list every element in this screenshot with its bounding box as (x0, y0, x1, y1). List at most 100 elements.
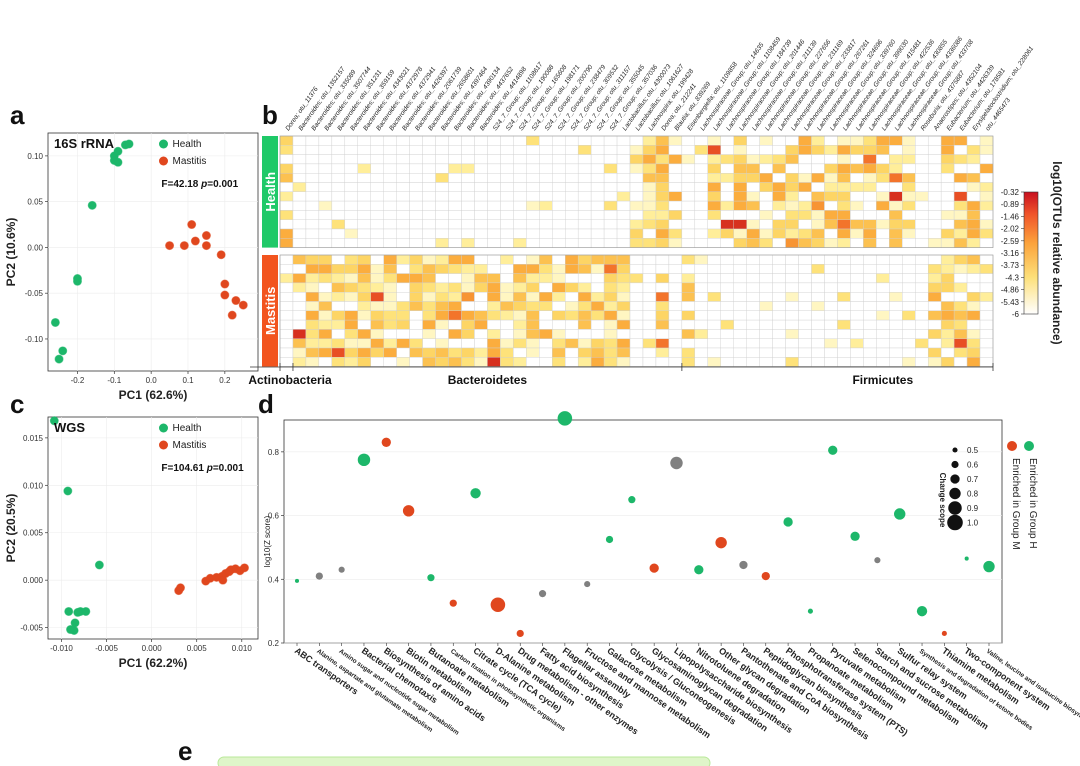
heatmap-cell (940, 264, 955, 274)
pathway-bubble (783, 517, 793, 527)
heatmap-cell (331, 238, 346, 248)
heatmap-cell (448, 347, 462, 358)
legend-label-mastitis: Mastitis (173, 156, 207, 167)
heatmap-cell (344, 163, 358, 174)
heatmap-cell (526, 310, 540, 321)
heatmap-cell (772, 238, 786, 248)
data-point-mastitis (231, 296, 241, 306)
heatmap-cell (500, 254, 514, 265)
heatmap-cell (435, 228, 449, 239)
heatmap-cell (590, 329, 605, 339)
heatmap-cell (966, 182, 981, 193)
heatmap-cell (759, 154, 773, 165)
heatmap-cell (837, 154, 851, 165)
heatmap-cell (915, 357, 929, 367)
heatmap-cell (733, 163, 747, 174)
heatmap-cell (940, 292, 955, 302)
heatmap-cell (940, 154, 955, 165)
heatmap-cell (915, 273, 929, 284)
heatmap-cell (461, 145, 475, 155)
heatmap-cell (824, 254, 838, 265)
group-label-health: Health (263, 172, 278, 212)
heatmap-cell (292, 238, 307, 248)
heatmap-cell (603, 145, 618, 155)
heatmap-cell (383, 238, 397, 248)
heatmap-cell (902, 264, 916, 274)
heatmap-cell (746, 182, 760, 193)
pathway-bubble (628, 496, 636, 504)
heatmap-cell (629, 357, 644, 367)
heatmap-cell (707, 145, 721, 155)
heatmap-cell (539, 219, 553, 230)
x-tick-label: 0.1 (182, 376, 194, 385)
heatmap-cell (837, 347, 851, 358)
heatmap-cell (694, 172, 709, 183)
heatmap-cell (422, 264, 436, 274)
heatmap-cell (513, 357, 527, 367)
heatmap-cell (331, 163, 346, 174)
heatmap-cell (759, 238, 773, 248)
heatmap-cell (642, 238, 657, 248)
heatmap-cell (798, 210, 812, 220)
heatmap-cell (681, 210, 696, 220)
heatmap-cell (344, 191, 358, 202)
legend-marker-mastitis (159, 156, 168, 166)
heatmap-cell (707, 163, 721, 174)
heatmap-cell (824, 301, 838, 312)
heatmap-cell (552, 172, 566, 183)
heatmap-cell (759, 145, 773, 155)
heatmap-cell (681, 301, 696, 312)
heatmap-cell (681, 191, 696, 202)
heatmap-cell (409, 219, 423, 230)
heatmap-cell (876, 228, 890, 239)
heatmap-cell (668, 172, 683, 183)
heatmap-cell (681, 154, 696, 165)
heatmap-cell (953, 163, 968, 174)
heatmap-cell (707, 154, 721, 165)
heatmap-cell (915, 172, 929, 183)
heatmap-cell (616, 228, 631, 239)
heatmap-cell (474, 145, 488, 155)
heatmap-cell (357, 264, 371, 274)
heatmap-cell (772, 357, 786, 367)
heatmap-cell (292, 338, 307, 349)
heatmap-cell (953, 310, 968, 321)
heatmap-cell (837, 228, 851, 239)
heatmap-cell (902, 163, 916, 174)
heatmap-cell (629, 347, 644, 358)
heatmap-cell (759, 319, 773, 330)
heatmap-cell (785, 154, 799, 165)
heatmap-cell (772, 228, 786, 239)
heatmap-cell (811, 329, 825, 339)
heatmap-cell (798, 357, 812, 367)
heatmap-cell (837, 264, 851, 274)
heatmap-cell (474, 292, 488, 302)
heatmap-cell (707, 273, 721, 284)
heatmap-cell (927, 254, 942, 265)
heatmap-cell (668, 329, 683, 339)
heatmap-cell (629, 210, 644, 220)
y-axis-title: PC2 (10.6%) (4, 218, 18, 287)
heatmap-cell (863, 292, 877, 302)
heatmap-cell (940, 338, 955, 349)
heatmap-cell (422, 292, 436, 302)
heatmap-cell (318, 338, 333, 349)
heatmap-cell (940, 200, 955, 211)
heatmap-cell (629, 200, 644, 211)
heatmap-cell (850, 273, 864, 284)
heatmap-cell (733, 154, 747, 165)
heatmap-cell (707, 254, 721, 265)
heatmap-cell (798, 154, 812, 165)
legend-marker-group-m (1007, 441, 1017, 451)
heatmap-cell (850, 163, 864, 174)
heatmap-cell (396, 347, 410, 358)
heatmap-cell (850, 238, 864, 248)
heatmap-cell (616, 191, 631, 202)
data-point-health (94, 560, 104, 570)
heatmap-cell (889, 135, 903, 146)
heatmap-cell (940, 310, 955, 321)
heatmap-cell (318, 163, 333, 174)
heatmap-cell (292, 273, 307, 284)
heatmap-cell (889, 154, 903, 165)
heatmap-cell (811, 338, 825, 349)
